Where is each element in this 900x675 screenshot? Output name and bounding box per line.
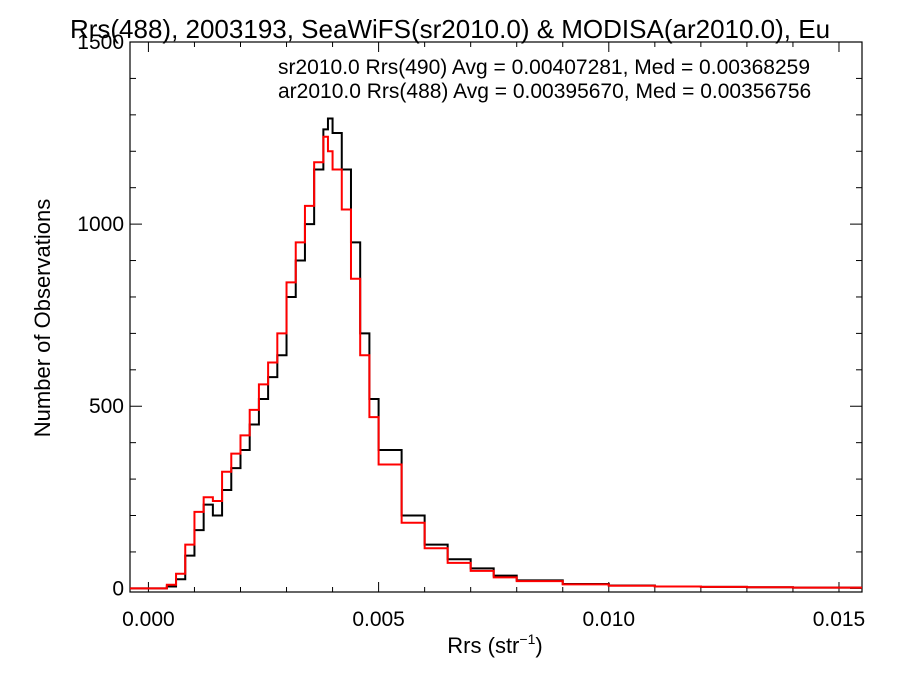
plot-frame xyxy=(129,41,863,593)
series-line-ar2010 xyxy=(130,135,862,590)
x-tick-label: 0.000 xyxy=(122,608,175,631)
legend-entry-sr2010: sr2010.0 Rrs(490) Avg = 0.00407281, Med … xyxy=(278,56,810,79)
x-axis-label-main: Rrs (str xyxy=(447,633,519,658)
y-axis-label: Number of Observations xyxy=(30,199,55,437)
x-axis-label-suffix: ) xyxy=(535,633,542,658)
chart-title: Rrs(488), 2003193, SeaWiFS(sr2010.0) & M… xyxy=(70,14,830,44)
x-tick-label: 0.010 xyxy=(583,608,636,631)
y-tick-label: 1500 xyxy=(77,31,124,54)
y-tick-label: 500 xyxy=(89,395,124,418)
legend-entry-ar2010: ar2010.0 Rrs(488) Avg = 0.00395670, Med … xyxy=(278,80,811,103)
x-tick-label: 0.005 xyxy=(352,608,405,631)
y-tick-label: 1000 xyxy=(77,213,124,236)
y-tick-label: 0 xyxy=(112,577,124,600)
series-layer xyxy=(130,117,862,590)
series-line-sr2010 xyxy=(130,117,862,590)
x-axis-label: Rrs (str−1) xyxy=(447,631,542,658)
plot-axes: 0.000 0.005 0.010 0.015 0 500 1000 1500 xyxy=(77,31,865,631)
x-axis-label-superscript: −1 xyxy=(519,631,535,647)
x-tick-label: 0.015 xyxy=(813,608,866,631)
